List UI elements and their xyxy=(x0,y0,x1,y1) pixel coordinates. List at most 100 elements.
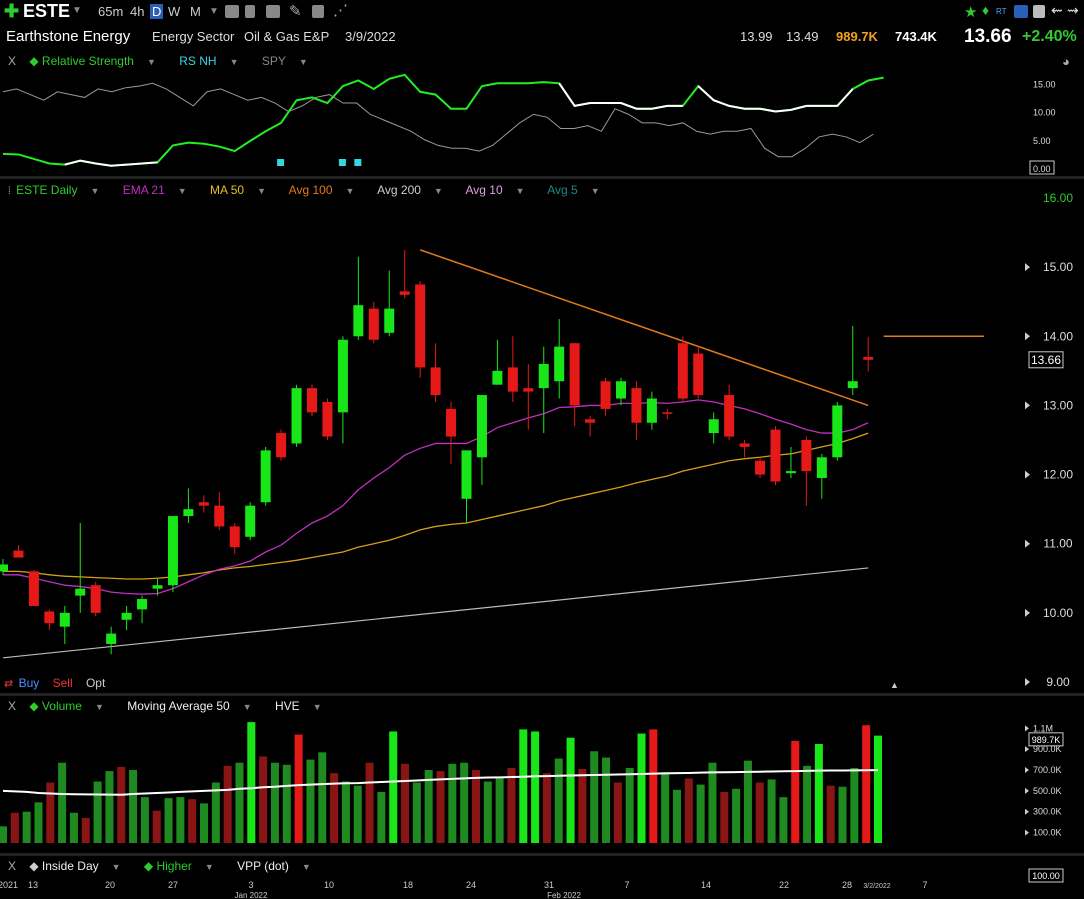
x-tick-label: 24 xyxy=(466,880,476,890)
timeframe-m[interactable]: M xyxy=(190,4,201,19)
candle-body xyxy=(693,353,704,396)
volume-close-button[interactable]: X xyxy=(8,699,17,713)
timeframe-w[interactable]: W xyxy=(168,4,181,19)
rs-nh-marker xyxy=(354,159,362,166)
volume-tick-marker xyxy=(1025,787,1029,794)
legend-avg10[interactable]: Avg 10 ▼ xyxy=(465,183,525,197)
x-month-label: Jan 2022 xyxy=(235,891,268,899)
social-icon[interactable] xyxy=(1014,5,1028,18)
volume-item[interactable]: ◆ Volume ▼ xyxy=(29,699,104,713)
vpp-item[interactable]: VPP (dot) ▼ xyxy=(237,859,311,873)
volume-bar xyxy=(495,777,504,843)
legend-avg10-label: Avg 10 xyxy=(465,183,503,197)
redo-icon[interactable]: ⇝ xyxy=(1067,2,1079,18)
candle-body xyxy=(291,388,302,444)
chart-type-icon[interactable] xyxy=(225,5,239,18)
trade-icon[interactable]: ⇄ xyxy=(4,678,14,690)
legend-avg5-label: Avg 5 xyxy=(547,183,578,197)
legend-ema21[interactable]: EMA 21 ▼ xyxy=(122,183,187,197)
palette-icon[interactable]: ◕ xyxy=(1062,54,1070,69)
grid-icon[interactable] xyxy=(266,5,280,18)
rs-relative-strength-item[interactable]: ◆ Relative Strength ▼ xyxy=(29,54,156,68)
candle-body xyxy=(554,346,565,382)
volume-tick-marker xyxy=(1025,746,1029,753)
x-tick-label: 14 xyxy=(701,880,711,890)
buy-button[interactable]: Buy xyxy=(18,676,40,690)
add-icon[interactable]: ✚ xyxy=(4,1,20,21)
volume-ma-item[interactable]: Moving Average 50 ▼ xyxy=(127,699,252,713)
flag-icon[interactable] xyxy=(312,5,324,18)
rs-nh-item[interactable]: RS NH ▼ xyxy=(179,54,239,68)
draw-pencil-icon[interactable]: ✎ xyxy=(289,3,302,20)
rs-line xyxy=(2,73,884,167)
volume-bar xyxy=(637,733,646,843)
volume-bar xyxy=(389,731,398,843)
share-icon[interactable]: ⋰ xyxy=(333,2,348,19)
price-tick-marker xyxy=(1025,608,1030,617)
higher-item[interactable]: ◆ Higher ▼ xyxy=(143,859,214,873)
volume-bar xyxy=(0,826,7,843)
volume-bar xyxy=(436,771,445,843)
legend-avg5[interactable]: Avg 5 ▼ xyxy=(547,183,600,197)
ema21-line xyxy=(3,399,869,595)
bottom-panel-header: X ◆ Inside Day ▼ ◆ Higher ▼ VPP (dot) ▼ xyxy=(8,859,331,879)
volume-bar xyxy=(164,798,173,843)
volume-bar xyxy=(188,799,197,843)
legend-ma50[interactable]: MA 50 ▼ xyxy=(210,183,266,197)
candle-body xyxy=(198,502,209,506)
industry-label[interactable]: Oil & Gas E&P xyxy=(244,29,330,44)
volume-bar xyxy=(93,781,102,843)
x-tick-label: 7 xyxy=(624,880,629,890)
volume-bar xyxy=(625,767,634,843)
star-icon[interactable]: ★ xyxy=(964,4,978,21)
alert-icon[interactable]: ♦ xyxy=(982,2,990,18)
rs-close-button[interactable]: X xyxy=(8,54,17,68)
candle-body xyxy=(523,388,534,392)
price-tag-box xyxy=(1028,351,1064,369)
candle-body xyxy=(631,388,642,423)
save-icon[interactable] xyxy=(1033,5,1045,18)
drag-handle-icon[interactable]: ⁞ xyxy=(8,186,11,197)
timeframe-d[interactable]: D xyxy=(150,4,164,19)
last-price: 13.66 xyxy=(964,26,1012,47)
volume-bar xyxy=(684,778,693,843)
legend-avg100[interactable]: Avg 100 ▼ xyxy=(288,183,355,197)
rs-zero-tag xyxy=(1029,160,1055,175)
symbol-dropdown-icon[interactable]: ▼ xyxy=(72,5,82,16)
candle-body xyxy=(461,450,472,499)
legend-este-daily[interactable]: ESTE Daily ▼ xyxy=(16,183,100,197)
price-panel: 9.00 10.00 11.00 12.00 13.00 14.00 15.00 16.00 1… xyxy=(0,191,1073,689)
volume-bar xyxy=(767,779,776,843)
timeframe-4h[interactable]: 4h xyxy=(130,4,145,19)
volume-bar xyxy=(779,797,788,843)
scroll-up-icon[interactable]: ▲ xyxy=(890,680,899,690)
indicator-icon[interactable] xyxy=(245,5,255,18)
opt-button[interactable]: Opt xyxy=(85,676,106,690)
undo-icon[interactable]: ⇜ xyxy=(1051,2,1063,18)
candle-body xyxy=(337,339,348,413)
price-tick-marker xyxy=(1025,470,1030,479)
timeframe-dropdown-icon[interactable]: ▼ xyxy=(209,6,219,17)
rs-spy-item[interactable]: SPY ▼ xyxy=(261,54,308,68)
sector-label[interactable]: Energy Sector xyxy=(152,29,235,44)
bottom-close-button[interactable]: X xyxy=(8,859,17,873)
legend-avg100-label: Avg 100 xyxy=(288,183,333,197)
candle-body xyxy=(430,367,441,396)
candle-body xyxy=(476,395,487,458)
volume-value: 989.7K xyxy=(836,29,878,44)
sell-button[interactable]: Sell xyxy=(52,676,73,690)
ma50-line xyxy=(3,432,869,580)
price-tick-marker xyxy=(1025,539,1030,548)
legend-avg200[interactable]: Avg 200 ▼ xyxy=(377,183,443,197)
x-tick-label: 20 xyxy=(105,880,115,890)
inside-day-item[interactable]: ◆ Inside Day ▼ xyxy=(29,859,121,873)
hve-item[interactable]: HVE ▼ xyxy=(275,699,322,713)
volume-bar xyxy=(791,740,800,843)
symbol-label[interactable]: ESTE xyxy=(23,1,71,21)
volume-current-tag: 989.7K xyxy=(1032,735,1061,745)
timeframe-65m[interactable]: 65m xyxy=(98,4,124,19)
price-tick-marker xyxy=(1025,332,1030,341)
candle-body xyxy=(646,398,657,423)
volume-bar xyxy=(34,802,43,843)
